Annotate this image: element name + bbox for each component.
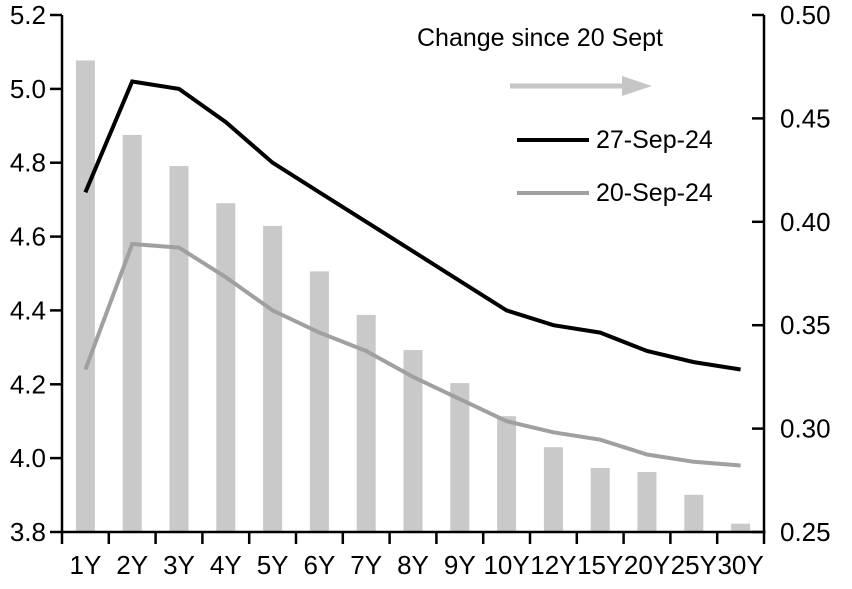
y-left-tick-label: 4.8 [10,148,46,178]
x-tick-label-25Y: 25Y [671,550,717,580]
y-left-tick-label: 3.8 [10,517,46,547]
x-tick-label-8Y: 8Y [397,550,429,580]
legend-item-20-sep-24: 20-Sep-24 [517,180,713,206]
x-tick-label-4Y: 4Y [210,550,242,580]
legend-item-27-sep-24: 27-Sep-24 [517,127,713,153]
legend-swatch-27-sep-24 [517,138,589,142]
bar-7Y [356,314,376,532]
y-right-tick-labels: 0.50 0.45 0.40 0.35 0.30 0.25 [780,0,831,547]
y-left-tick-label: 4.6 [10,222,46,252]
bar-4Y [216,203,236,532]
y-left-tick-label: 5.2 [10,0,46,30]
change-arrow-icon [510,76,652,96]
bar-1Y [75,60,95,532]
x-tick-label-9Y: 9Y [444,550,476,580]
bar-15Y [590,467,610,532]
x-tick-label-20Y: 20Y [624,550,670,580]
bar-9Y [450,383,470,532]
y-left-tick-label: 5.0 [10,74,46,104]
bar-30Y [731,523,751,532]
x-tick-label-15Y: 15Y [577,550,623,580]
y-right-tick-label: 0.35 [780,310,831,340]
y-left-tick-label: 4.2 [10,369,46,399]
bar-8Y [403,350,423,532]
x-tick-label-6Y: 6Y [303,550,335,580]
bars-change-since-20-sept [75,60,751,532]
x-tick-label-1Y: 1Y [69,550,101,580]
x-tick-label-10Y: 10Y [483,550,529,580]
y-left-tick-label: 4.4 [10,295,46,325]
bar-10Y [497,416,517,532]
bar-5Y [263,225,283,532]
axes [50,13,766,544]
y-right-tick-label: 0.45 [780,103,831,133]
bar-2Y [122,134,142,532]
x-tick-label-30Y: 30Y [717,550,763,580]
legend-label-20-sep-24: 20-Sep-24 [596,179,713,207]
line-27-sep-24 [83,79,741,372]
y-right-tick-label: 0.50 [780,0,831,30]
y-left-tick-labels: 5.2 5.0 4.8 4.6 4.4 4.2 4.0 3.8 [10,0,46,547]
x-tick-label-2Y: 2Y [116,550,148,580]
x-tick-labels: 1Y 2Y 3Y 4Y 5Y 6Y 7Y 8Y 9Y 10Y 12Y 15Y 20Y 25Y 30Y [69,550,763,580]
x-tick-label-3Y: 3Y [163,550,195,580]
x-tick-label-5Y: 5Y [257,550,289,580]
y-right-tick-label: 0.30 [780,414,831,444]
y-right-tick-label: 0.25 [780,517,831,547]
bar-25Y [684,494,704,532]
bar-6Y [309,271,329,532]
legend-swatch-20-sep-24 [517,191,589,195]
y-right-tick-label: 0.40 [780,207,831,237]
bar-12Y [543,447,563,532]
bar-3Y [169,166,189,532]
legend-label-27-sep-24: 27-Sep-24 [596,126,713,154]
x-tick-label-12Y: 12Y [530,550,576,580]
bar-20Y [637,472,657,532]
x-tick-label-7Y: 7Y [350,550,382,580]
legend-title-change-since-20-sept: Change since 20 Sept [416,24,663,52]
y-left-tick-label: 4.0 [10,443,46,473]
line-20-sep-24 [83,241,741,468]
